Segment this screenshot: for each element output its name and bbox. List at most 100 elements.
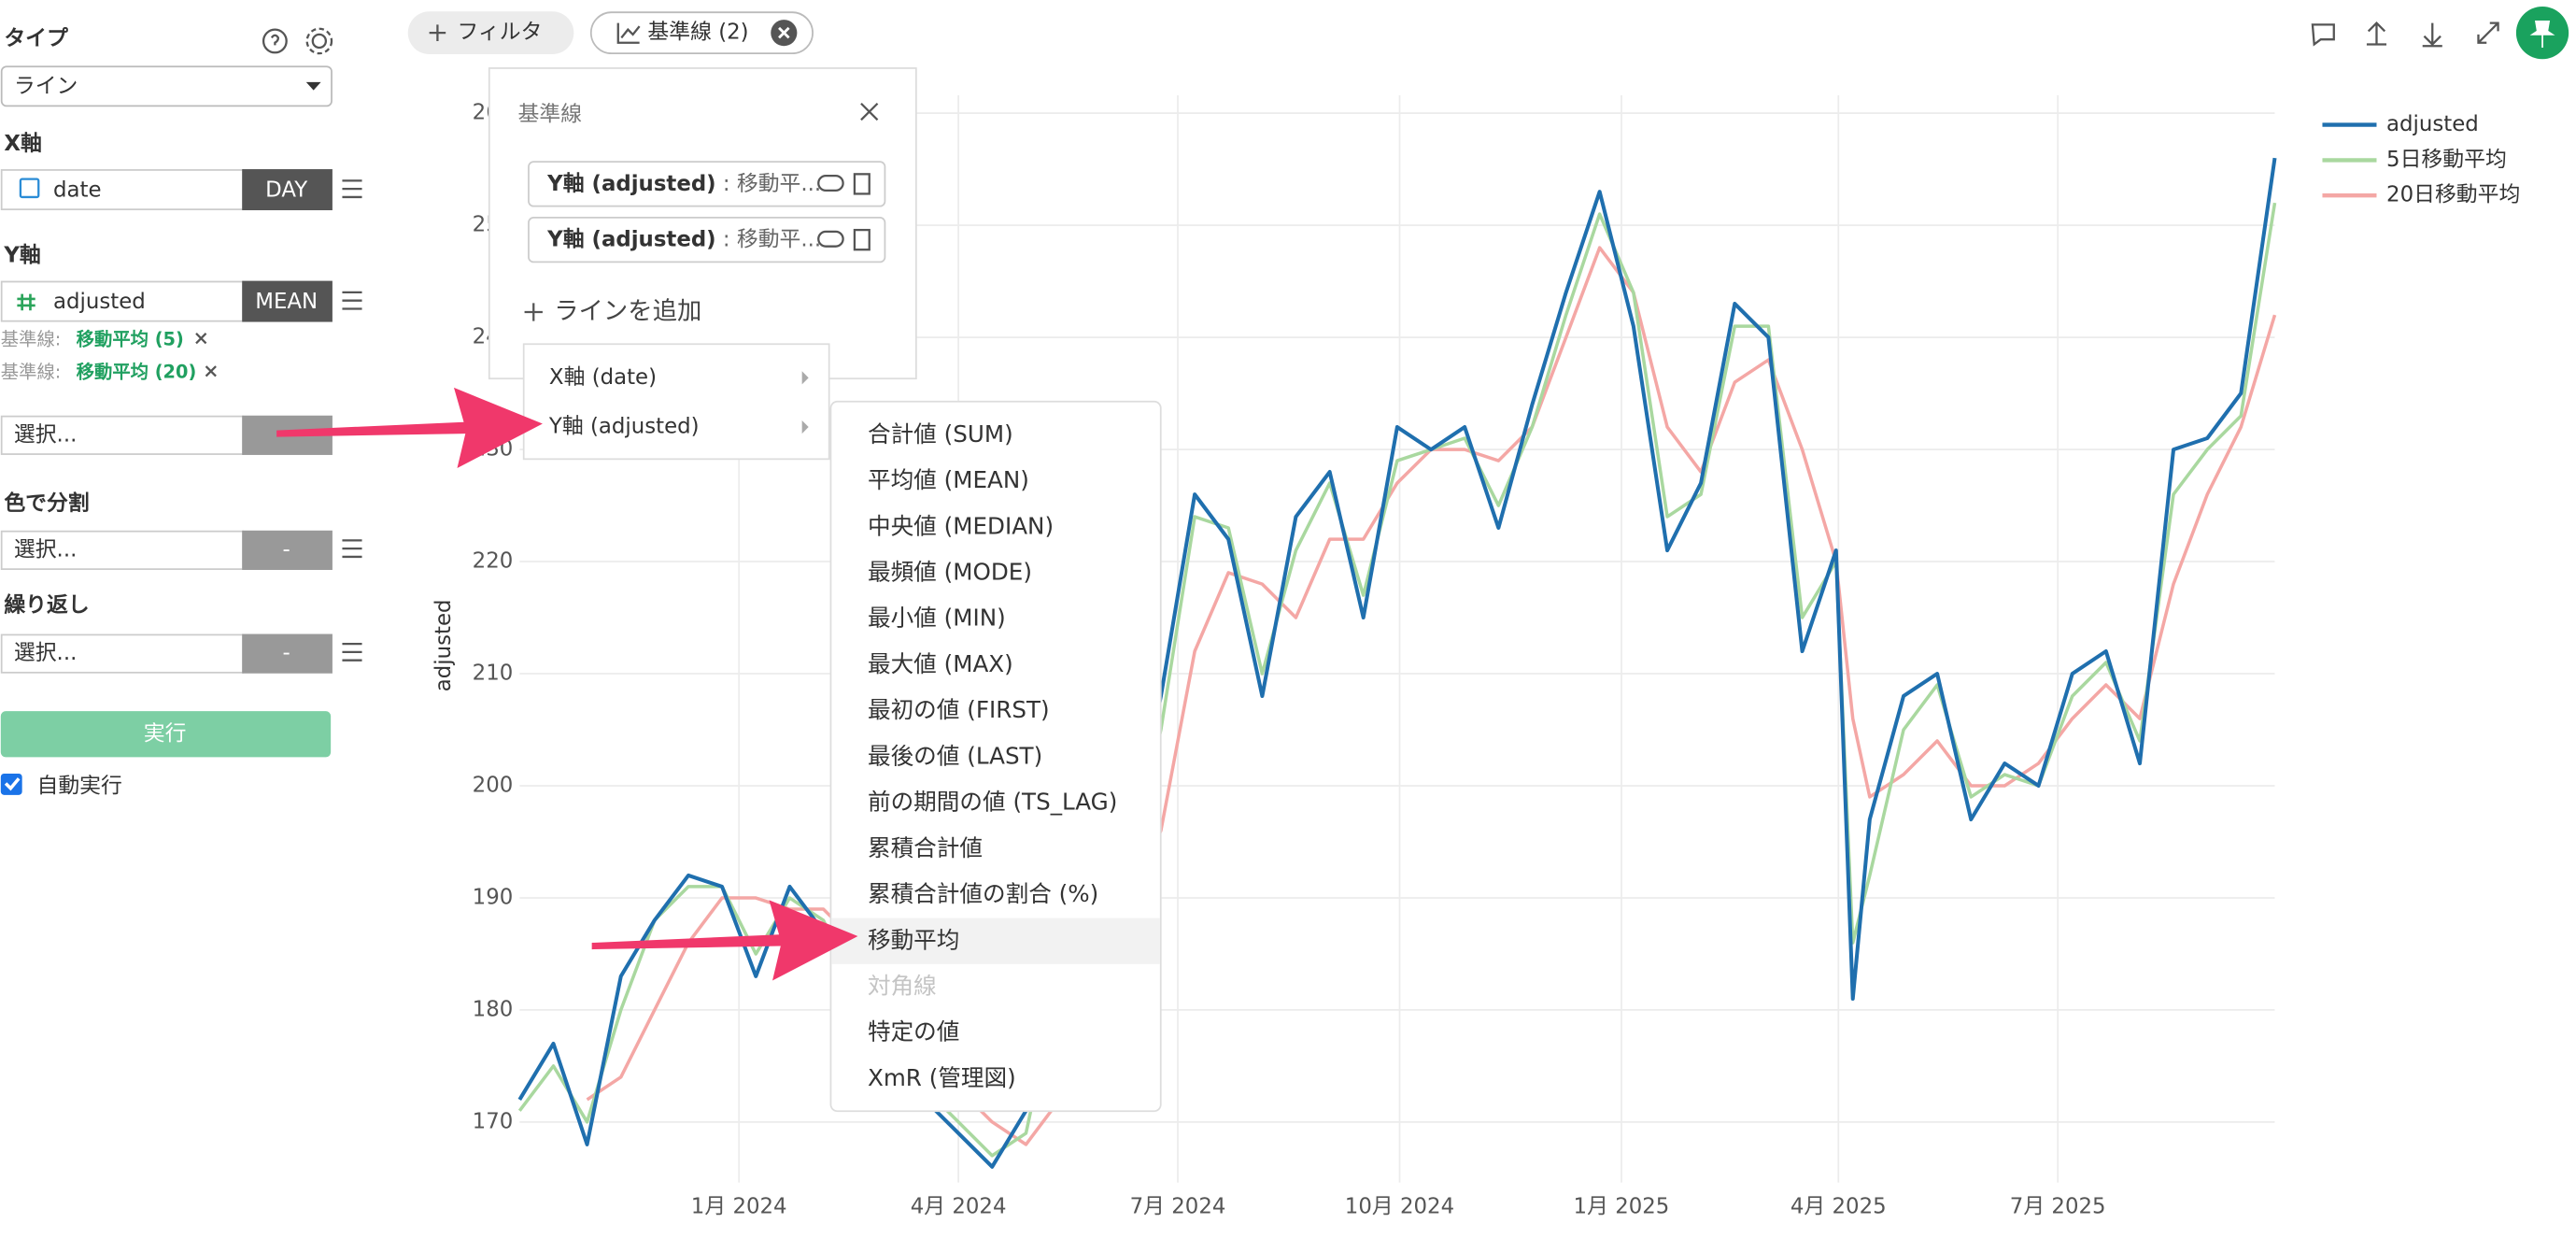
run-label: 実行 (144, 721, 187, 746)
toolbar: フィルタ 基準線 (2) (407, 7, 2569, 60)
pin-glyph (2529, 20, 2555, 48)
y-tick-label: 170 (473, 1109, 514, 1133)
close-glyph (778, 26, 790, 39)
menu-icon[interactable] (342, 539, 362, 559)
annotation-arrows (276, 387, 858, 981)
axis-submenu: X軸 (date) Y軸 (adjusted) (522, 343, 830, 461)
agg-empty: - (283, 537, 290, 562)
select-placeholder: 選択... (14, 641, 77, 665)
refline-popup: 基準線 Y軸 (adjusted) : 移動平... Y軸 (adjusted)… (488, 67, 917, 380)
select-placeholder: 選択... (14, 422, 77, 447)
menu-item: 対角線 (868, 972, 937, 999)
menu-item[interactable]: 特定の値 (868, 1018, 959, 1046)
menu-item[interactable]: 合計値 (SUM) (868, 420, 1013, 448)
check-glyph (4, 777, 21, 791)
type-label: タイプ (4, 27, 68, 51)
submenu-caret (801, 420, 809, 434)
settings-gear (305, 27, 333, 55)
type-value: ライン (14, 75, 78, 99)
x-unit: DAY (265, 178, 307, 202)
ref-prefix: 基準線: (1, 362, 62, 383)
agg-empty: - (283, 641, 290, 665)
expand-icon[interactable] (2477, 21, 2499, 44)
submenu-item[interactable]: X軸 (date) (549, 365, 657, 390)
refline-detail: : 移動平... (716, 171, 822, 195)
agg-box[interactable] (242, 633, 333, 674)
ref-name: 移動平均 (5) (77, 328, 184, 349)
auto-run-checkbox[interactable] (0, 773, 22, 795)
settings-icon[interactable] (311, 33, 328, 50)
menu-item[interactable]: 最頻値 (MODE) (868, 559, 1032, 586)
x-tick-label: 10月 2024 (1345, 1195, 1454, 1219)
x-tick-label: 7月 2025 (2010, 1195, 2106, 1219)
submenu-item[interactable]: Y軸 (adjusted) (548, 415, 700, 439)
x-tick-label: 1月 2024 (691, 1195, 787, 1219)
x-tick-label: 4月 2025 (1790, 1195, 1887, 1219)
comment-icon[interactable] (2311, 23, 2335, 47)
menu-item[interactable]: 最小値 (MIN) (868, 605, 1006, 632)
refline-axis: Y軸 (adjusted) (546, 171, 715, 195)
refline-item-text: Y軸 (adjusted) : 移動平... (546, 227, 821, 251)
select-box[interactable] (0, 530, 244, 570)
aggregation-menu: 合計値 (SUM) 平均値 (MEAN) 中央値 (MEDIAN) 最頻値 (MODE… (829, 400, 1162, 1113)
help-icon[interactable] (262, 28, 288, 54)
download-icon[interactable] (2422, 22, 2442, 48)
menu-item[interactable]: 中央値 (MEDIAN) (868, 512, 1054, 539)
x-tick-label: 1月 2025 (1574, 1195, 1670, 1219)
menu-item[interactable]: 平均値 (MEAN) (868, 466, 1029, 493)
menu-icon[interactable] (342, 179, 362, 199)
menu-item[interactable]: 前の期間の値 (TS_LAG) (868, 789, 1117, 816)
help-glyph (270, 34, 280, 46)
refline-item[interactable] (528, 161, 886, 207)
agg-box[interactable] (242, 530, 333, 570)
run-button[interactable] (0, 711, 332, 758)
refline-axis: Y軸 (adjusted) (546, 227, 715, 251)
plus-icon (429, 24, 446, 41)
ref-name: 移動平均 (20) (77, 362, 197, 383)
y-agg-box[interactable] (242, 280, 333, 322)
legend-label: 20日移動平均 (2386, 183, 2520, 207)
upload-icon[interactable] (2366, 21, 2387, 46)
filter-chip[interactable] (407, 11, 574, 55)
menu-item[interactable]: 累積合計値 (868, 834, 983, 861)
x-tick-label: 4月 2024 (911, 1195, 1007, 1219)
refline-chip[interactable] (589, 11, 814, 55)
menu-icon[interactable] (342, 291, 362, 310)
menu-item[interactable]: 最大値 (MAX) (868, 650, 1013, 677)
select-box[interactable] (0, 633, 244, 674)
type-select[interactable] (0, 65, 333, 107)
remove-icon[interactable] (205, 365, 217, 377)
y-tick-label: 190 (473, 885, 514, 909)
y-field-name: adjusted (53, 290, 146, 314)
remove-icon[interactable] (195, 333, 207, 345)
add-line[interactable]: ラインを追加 (554, 298, 701, 326)
y-axis-title: adjusted (432, 599, 456, 691)
menu-item[interactable]: 移動平均 (868, 926, 959, 953)
y-tick-label: 210 (473, 662, 514, 686)
ref-prefix: 基準線: (1, 328, 62, 349)
menu-item[interactable]: 最初の値 (FIRST) (868, 696, 1050, 723)
toggle-icon[interactable] (817, 230, 844, 248)
popup-close[interactable] (860, 102, 879, 121)
refline-detail: : 移動平... (716, 227, 822, 251)
popup-title: 基準線 (518, 103, 583, 127)
refline-item-text: Y軸 (adjusted) : 移動平... (546, 171, 821, 195)
arrow (276, 387, 543, 468)
menu-item[interactable]: 最後の値 (LAST) (868, 742, 1042, 769)
refline-item[interactable] (528, 217, 886, 263)
y-field[interactable] (0, 280, 244, 322)
arrow (591, 900, 858, 981)
submenu-panel (522, 343, 830, 461)
y-label: Y軸 (3, 244, 40, 268)
x-field-name: date (53, 178, 102, 202)
menu-icon[interactable] (342, 642, 362, 662)
x-unit-box[interactable] (242, 169, 333, 211)
toggle-icon[interactable] (817, 174, 844, 192)
trash-icon[interactable] (853, 173, 870, 195)
menu-item[interactable]: XmR (管理図) (868, 1064, 1016, 1091)
trash-icon[interactable] (853, 228, 870, 251)
menu-item[interactable]: 累積合計値の割合 (%) (868, 880, 1098, 907)
color-label: 色で分割 (4, 491, 89, 516)
